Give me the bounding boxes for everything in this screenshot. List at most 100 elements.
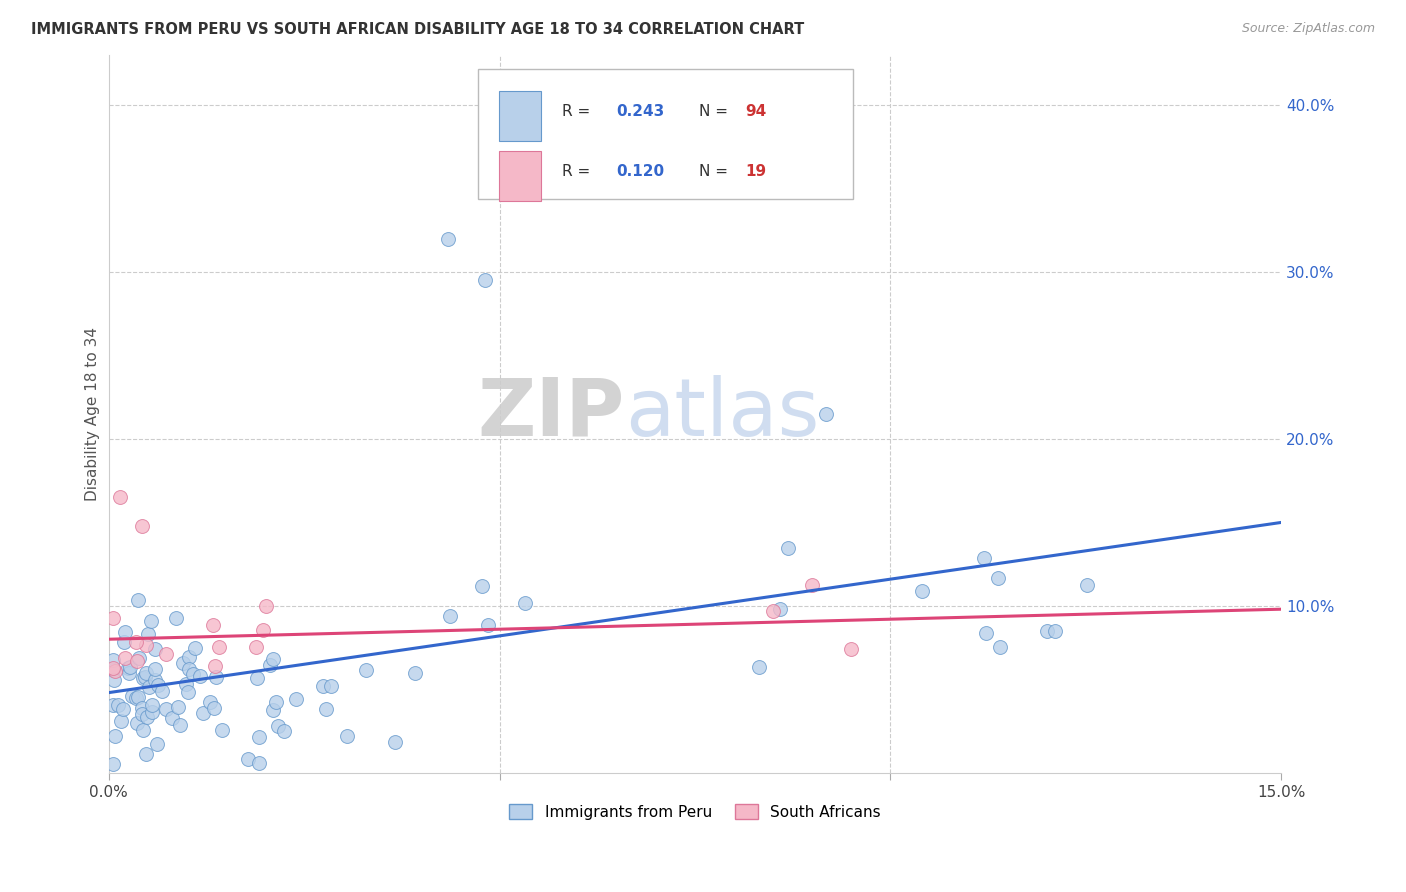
Point (160, 711, 183, 725)
Point (136, 710, 159, 724)
Point (973, 550, 995, 565)
Point (439, 608, 461, 623)
Point (101, 698, 124, 713)
Point (259, 657, 281, 672)
Point (208, 640, 231, 655)
Point (127, 715, 149, 730)
Point (312, 679, 335, 693)
Text: N =: N = (699, 164, 733, 179)
Point (114, 625, 136, 640)
Point (118, 665, 141, 680)
Point (174, 677, 197, 691)
Point (202, 617, 225, 632)
Y-axis label: Disability Age 18 to 34: Disability Age 18 to 34 (86, 327, 100, 501)
Point (911, 584, 934, 599)
Point (336, 729, 359, 743)
Point (247, 731, 270, 745)
Point (127, 690, 149, 704)
Point (135, 747, 157, 761)
Point (143, 662, 166, 676)
Point (125, 690, 148, 705)
Point (801, 578, 824, 592)
Point (139, 615, 162, 629)
Point (384, 735, 406, 749)
Point (101, 757, 124, 772)
Point (169, 718, 191, 732)
Point (108, 491, 131, 505)
Text: N =: N = (699, 103, 733, 119)
Point (121, 689, 143, 703)
Point (101, 663, 124, 677)
Point (101, 661, 124, 675)
Point (762, 604, 785, 618)
Point (104, 664, 127, 678)
Point (125, 635, 148, 649)
Point (204, 659, 226, 673)
Text: R =: R = (562, 103, 596, 119)
Point (181, 666, 204, 681)
FancyBboxPatch shape (478, 70, 853, 199)
Point (103, 673, 125, 687)
Point (974, 626, 997, 640)
Point (776, 541, 799, 555)
Point (155, 647, 177, 661)
Point (143, 641, 166, 656)
Point (188, 669, 211, 683)
Point (264, 695, 287, 709)
Point (193, 706, 215, 721)
Point (987, 571, 1010, 585)
Point (177, 662, 200, 676)
Point (165, 610, 187, 624)
Point (127, 654, 149, 668)
Point (131, 701, 153, 715)
Point (177, 649, 200, 664)
Point (135, 666, 157, 681)
Point (107, 698, 129, 712)
Point (143, 673, 166, 688)
Point (135, 639, 157, 653)
Point (136, 627, 159, 641)
Point (118, 660, 141, 674)
Text: Source: ZipAtlas.com: Source: ZipAtlas.com (1241, 22, 1375, 36)
Point (748, 660, 770, 674)
Point (262, 703, 284, 717)
Point (988, 640, 1011, 655)
Point (138, 680, 160, 694)
Point (101, 610, 124, 624)
Point (131, 518, 153, 533)
Point (267, 719, 290, 733)
Point (128, 651, 150, 665)
Point (202, 701, 225, 715)
FancyBboxPatch shape (499, 151, 541, 201)
Point (104, 729, 127, 743)
Text: 0.120: 0.120 (616, 164, 665, 179)
Point (132, 671, 155, 685)
Text: 19: 19 (745, 164, 766, 179)
Point (262, 652, 284, 666)
Text: atlas: atlas (624, 375, 820, 453)
Point (477, 618, 499, 632)
Legend: Immigrants from Peru, South Africans: Immigrants from Peru, South Africans (503, 798, 887, 826)
Point (513, 596, 536, 610)
Point (354, 663, 377, 677)
Point (132, 723, 155, 737)
Point (134, 670, 156, 684)
Point (815, 407, 838, 421)
Point (404, 666, 426, 681)
Point (141, 698, 163, 712)
Point (315, 702, 337, 716)
Point (769, 602, 792, 616)
Point (112, 635, 135, 649)
Point (592, 156, 614, 170)
Point (177, 685, 200, 699)
Point (141, 705, 163, 719)
Point (273, 723, 295, 738)
Point (252, 623, 274, 637)
Point (200, 695, 222, 709)
Point (470, 579, 492, 593)
Point (205, 670, 228, 684)
Text: IMMIGRANTS FROM PERU VS SOUTH AFRICAN DISABILITY AGE 18 TO 34 CORRELATION CHART: IMMIGRANTS FROM PERU VS SOUTH AFRICAN DI… (31, 22, 804, 37)
Point (117, 660, 139, 674)
Point (247, 756, 270, 770)
Point (254, 599, 277, 613)
